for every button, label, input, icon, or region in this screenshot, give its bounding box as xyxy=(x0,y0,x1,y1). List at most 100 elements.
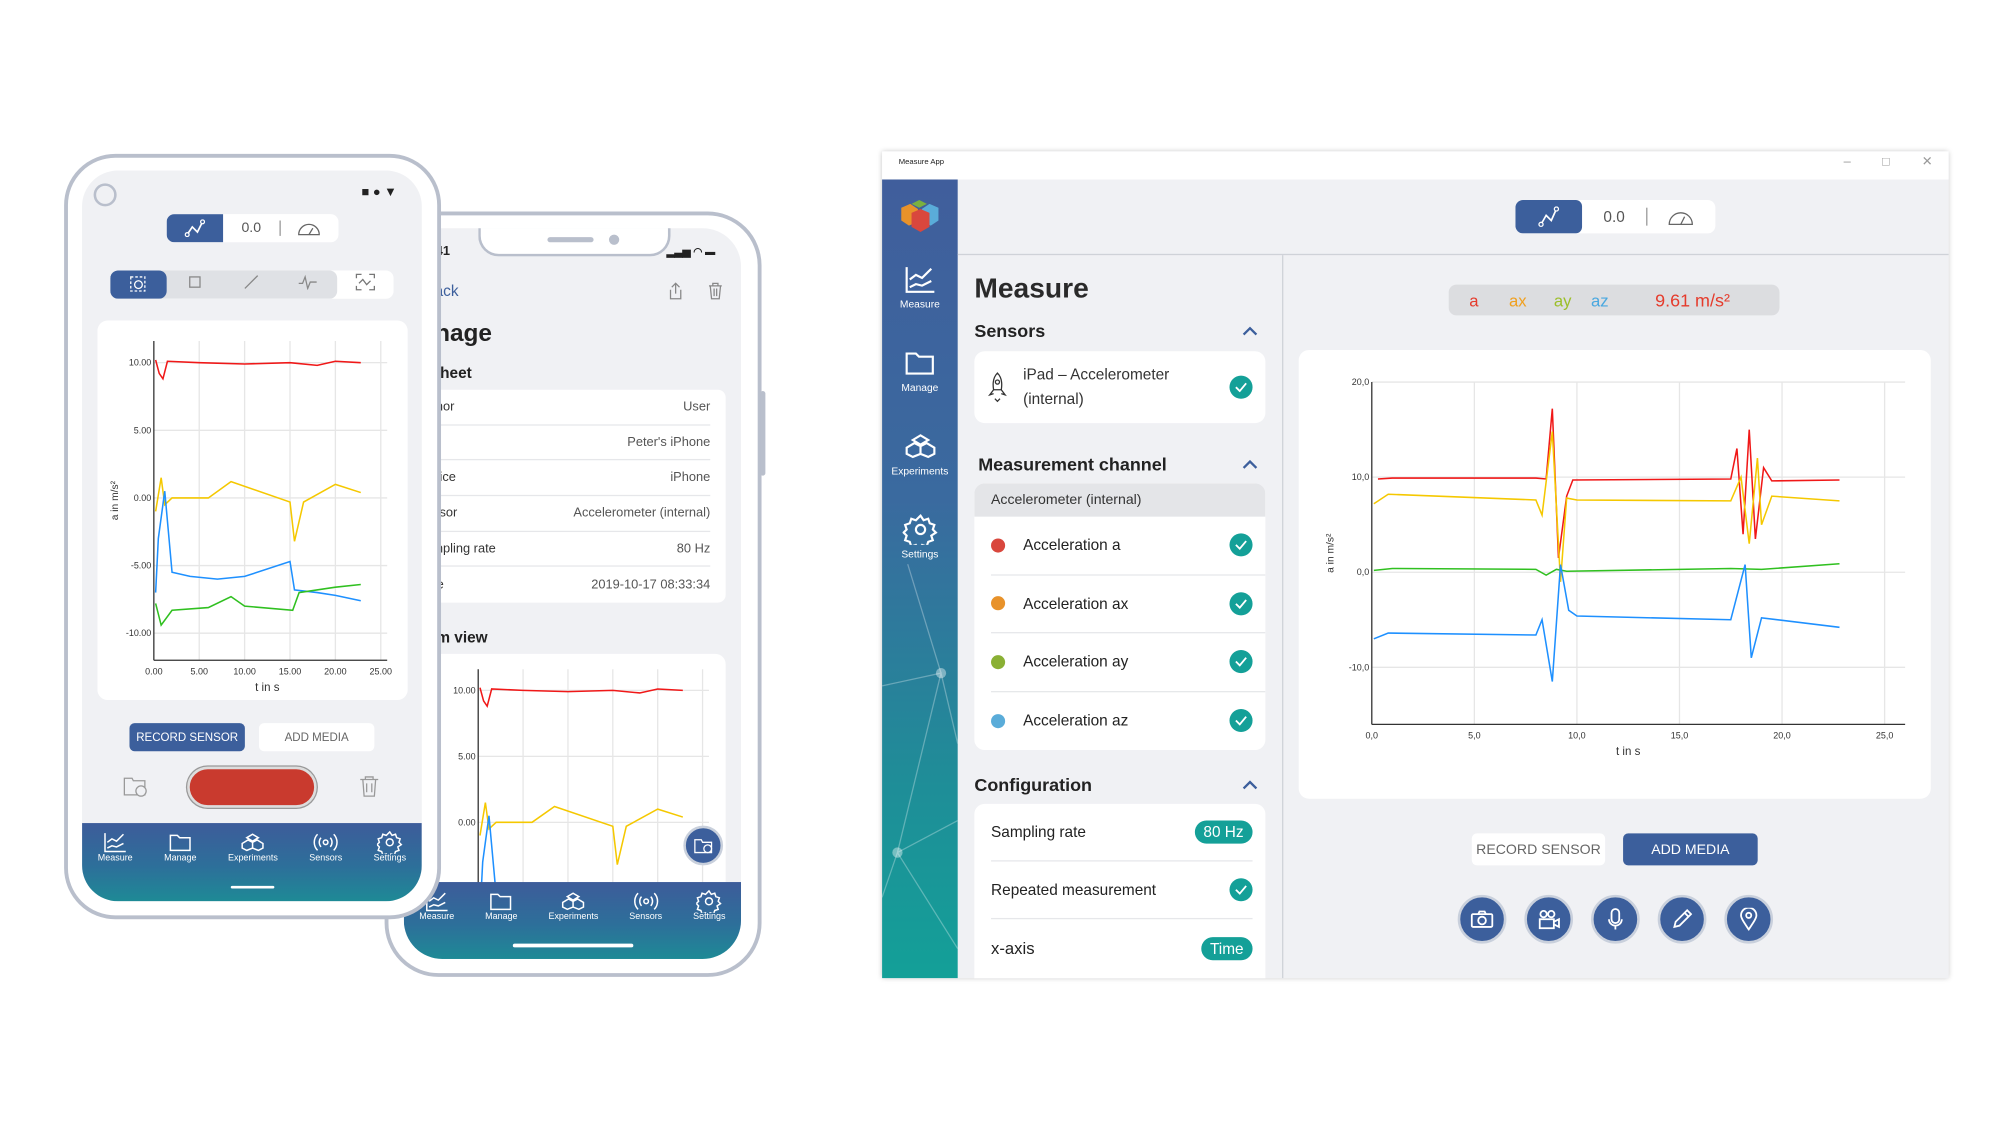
repeated-measurement-row[interactable]: Repeated measurement xyxy=(991,862,1253,920)
series-line-0 xyxy=(1377,408,1840,559)
microphone-icon xyxy=(1608,908,1623,930)
sampling-rate-row[interactable]: Sampling rate 80 Hz xyxy=(991,804,1253,862)
close-button[interactable]: ✕ xyxy=(1921,155,1933,170)
chevron-up-icon[interactable] xyxy=(1241,324,1259,337)
video-button[interactable] xyxy=(1524,894,1574,944)
y-tick-label: -10.00 xyxy=(126,628,151,638)
measurement-channel-title: Measurement channel xyxy=(978,453,1167,475)
gauge-mode-button[interactable] xyxy=(281,221,337,236)
channel-item[interactable]: Acceleration ay xyxy=(991,633,1266,692)
line-tool[interactable] xyxy=(223,272,279,296)
channel-color-dot xyxy=(991,654,1006,669)
configuration-list: Sampling rate 80 Hz Repeated measurement… xyxy=(974,803,1266,979)
channel-item[interactable]: Acceleration az xyxy=(991,692,1265,750)
mode-toggle: 0.0 xyxy=(166,214,339,243)
add-media-button[interactable]: ADD MEDIA xyxy=(1623,833,1758,866)
sidebar-item-measure[interactable]: Measure xyxy=(882,264,958,310)
graph-mode-button[interactable] xyxy=(166,214,224,243)
folder-download-icon[interactable] xyxy=(123,776,149,798)
camera-button[interactable] xyxy=(1457,894,1507,944)
chevron-up-icon[interactable] xyxy=(1241,458,1259,471)
sidebar-item-settings[interactable]: Settings xyxy=(882,514,958,560)
location-button[interactable] xyxy=(1724,894,1774,944)
experiments-icon xyxy=(241,833,265,852)
phone-2-side-button xyxy=(760,391,766,476)
sidebar-item-manage[interactable]: Manage xyxy=(882,347,958,394)
gauge-mode-button[interactable] xyxy=(1647,208,1714,225)
x-axis-row[interactable]: x-axis Time xyxy=(991,919,1253,977)
readout-a: a xyxy=(1469,290,1479,310)
readout-ax: ax xyxy=(1508,290,1527,310)
graph-mode-button[interactable] xyxy=(1515,199,1583,234)
channel-item[interactable]: Acceleration ax xyxy=(991,575,1266,634)
nav-item-experiments[interactable]: Experiments xyxy=(228,831,278,863)
x-axis-value[interactable]: Time xyxy=(1200,936,1253,960)
series-line-0 xyxy=(479,687,683,708)
trash-icon[interactable] xyxy=(708,282,723,300)
record-button[interactable] xyxy=(187,766,317,808)
nav-item-manage[interactable]: Manage xyxy=(164,831,197,863)
minimize-button[interactable]: – xyxy=(1843,155,1851,170)
nav-item-settings[interactable]: Settings xyxy=(374,830,406,863)
channel-item[interactable]: Acceleration a xyxy=(991,517,1266,575)
chevron-up-icon[interactable] xyxy=(1241,778,1259,791)
nav-item-label: Experiments xyxy=(227,853,278,863)
sidebar-item-experiments[interactable]: Experiments xyxy=(882,431,958,477)
y-tick-label: 10.00 xyxy=(129,358,151,368)
share-icon[interactable] xyxy=(668,282,683,300)
add-media-button[interactable]: ADD MEDIA xyxy=(258,723,375,752)
microphone-button[interactable] xyxy=(1591,894,1640,944)
phone-1-chart-card: 0.00 5.00 10.00 15.00 20.00 25.00 10.00 5.00 0.0… xyxy=(97,320,408,700)
graph-icon xyxy=(1538,206,1560,227)
record-sensor-button[interactable]: RECORD SENSOR xyxy=(129,723,245,752)
fit-tool[interactable] xyxy=(337,272,393,296)
y-axis-label: a in m/s² xyxy=(110,480,121,520)
nav-item-experiments[interactable]: Experiments xyxy=(548,890,598,922)
phone-2-chart-card: 0.005.0010.0015.0020.0025.0010.005.000.0… xyxy=(423,653,726,898)
channel-color-dot xyxy=(991,538,1006,553)
nav-item-label: Sensors xyxy=(309,853,343,863)
video-icon xyxy=(1538,909,1560,930)
home-indicator xyxy=(512,943,634,948)
repeated-measurement-label: Repeated measurement xyxy=(991,880,1157,899)
channel-check-icon[interactable] xyxy=(1229,591,1253,616)
x-axis-label: t in s xyxy=(255,682,280,694)
zoom-select-icon xyxy=(130,276,146,292)
pencil-icon xyxy=(1673,908,1693,929)
repeated-check-icon[interactable] xyxy=(1229,878,1253,902)
nav-item-manage[interactable]: Manage xyxy=(485,890,518,922)
top-divider xyxy=(957,253,1949,256)
nav-item-sensors[interactable]: Sensors xyxy=(309,831,342,863)
channel-check-icon[interactable] xyxy=(1229,709,1253,733)
pencil-button[interactable] xyxy=(1657,894,1707,944)
sensors-title: Sensors xyxy=(974,320,1046,342)
sampling-rate-value[interactable]: 80 Hz xyxy=(1194,820,1253,844)
channel-check-icon[interactable] xyxy=(1229,650,1253,674)
info-row: Sampling rate 80 Hz xyxy=(417,532,711,568)
sensor-check-icon[interactable] xyxy=(1229,375,1253,399)
channel-label: Acceleration ax xyxy=(1023,594,1129,613)
series-line-1 xyxy=(1373,431,1840,582)
divider xyxy=(279,220,281,236)
maximize-button[interactable]: □ xyxy=(1882,155,1890,170)
zoom-select-tool[interactable] xyxy=(110,270,167,299)
info-value: Accelerometer (internal) xyxy=(573,506,711,521)
add-media-fab[interactable] xyxy=(683,825,724,866)
sensor-item[interactable]: iPad – Accelerometer (internal) xyxy=(974,351,1266,424)
x-tick-label: 15.00 xyxy=(279,666,301,676)
notch xyxy=(478,228,671,257)
crop-tool[interactable] xyxy=(167,272,223,296)
nav-item-sensors[interactable]: Sensors xyxy=(629,890,662,922)
chart-tools xyxy=(110,270,394,299)
signal-icon xyxy=(298,274,317,291)
value-display: 0.0 xyxy=(1603,207,1625,226)
nav-item-measure[interactable]: Measure xyxy=(98,831,133,863)
channel-check-icon[interactable] xyxy=(1229,533,1253,557)
nav-item-settings[interactable]: Settings xyxy=(693,889,726,922)
series-line-3 xyxy=(1373,564,1840,682)
trash-icon[interactable] xyxy=(359,776,380,798)
x-axis-label: x-axis xyxy=(991,938,1035,958)
record-sensor-button[interactable]: RECORD SENSOR xyxy=(1471,833,1606,866)
nav-item-label: Measure xyxy=(97,853,133,863)
signal-tool[interactable] xyxy=(279,273,335,296)
